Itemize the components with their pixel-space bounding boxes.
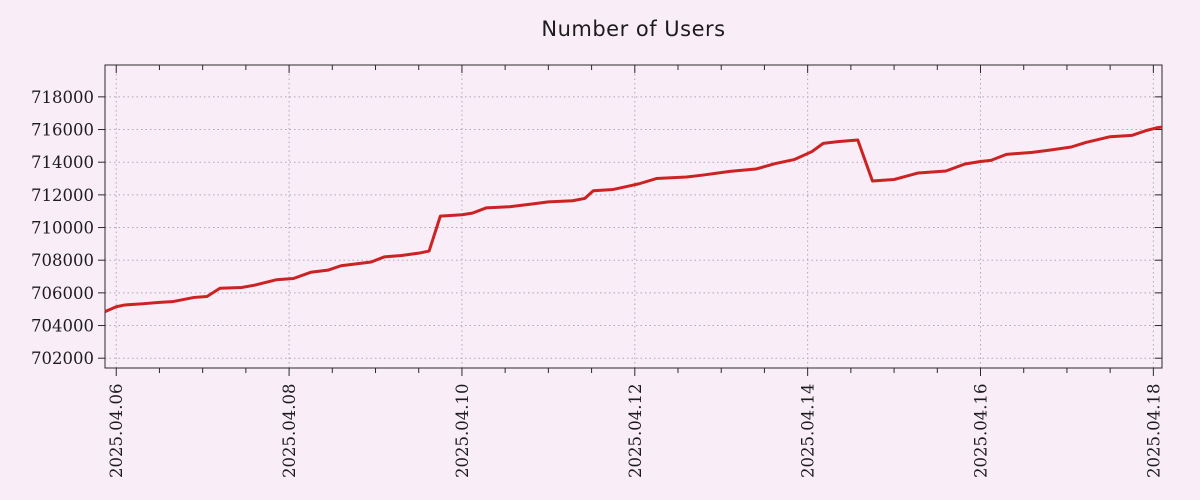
grid-lines <box>105 65 1162 368</box>
svg-text:2025.04.06: 2025.04.06 <box>107 384 126 478</box>
user-count-line <box>104 125 1163 314</box>
svg-text:2025.04.12: 2025.04.12 <box>626 384 645 478</box>
svg-text:714000: 714000 <box>31 153 94 172</box>
svg-text:704000: 704000 <box>31 317 94 336</box>
svg-text:708000: 708000 <box>31 251 94 270</box>
plot-border <box>104 64 1163 369</box>
svg-text:2025.04.16: 2025.04.16 <box>972 384 991 478</box>
svg-text:2025.04.14: 2025.04.14 <box>799 384 818 478</box>
svg-text:706000: 706000 <box>31 284 94 303</box>
y-tick-labels: 702000 704000 706000 708000 710000 712000 7140… <box>31 88 94 368</box>
svg-text:2025.04.08: 2025.04.08 <box>280 384 299 478</box>
svg-text:718000: 718000 <box>31 88 94 107</box>
chart-title: Number of Users <box>541 17 726 41</box>
svg-text:716000: 716000 <box>31 121 94 140</box>
svg-text:710000: 710000 <box>31 219 94 238</box>
axis-ticks <box>98 65 1162 376</box>
svg-text:2025.04.10: 2025.04.10 <box>453 384 472 478</box>
x-tick-labels: 2025.04.06 2025.04.08 2025.04.10 2025.04.12… <box>107 384 1163 478</box>
svg-text:702000: 702000 <box>31 349 94 368</box>
svg-text:2025.04.18: 2025.04.18 <box>1144 384 1163 478</box>
svg-text:712000: 712000 <box>31 186 94 205</box>
